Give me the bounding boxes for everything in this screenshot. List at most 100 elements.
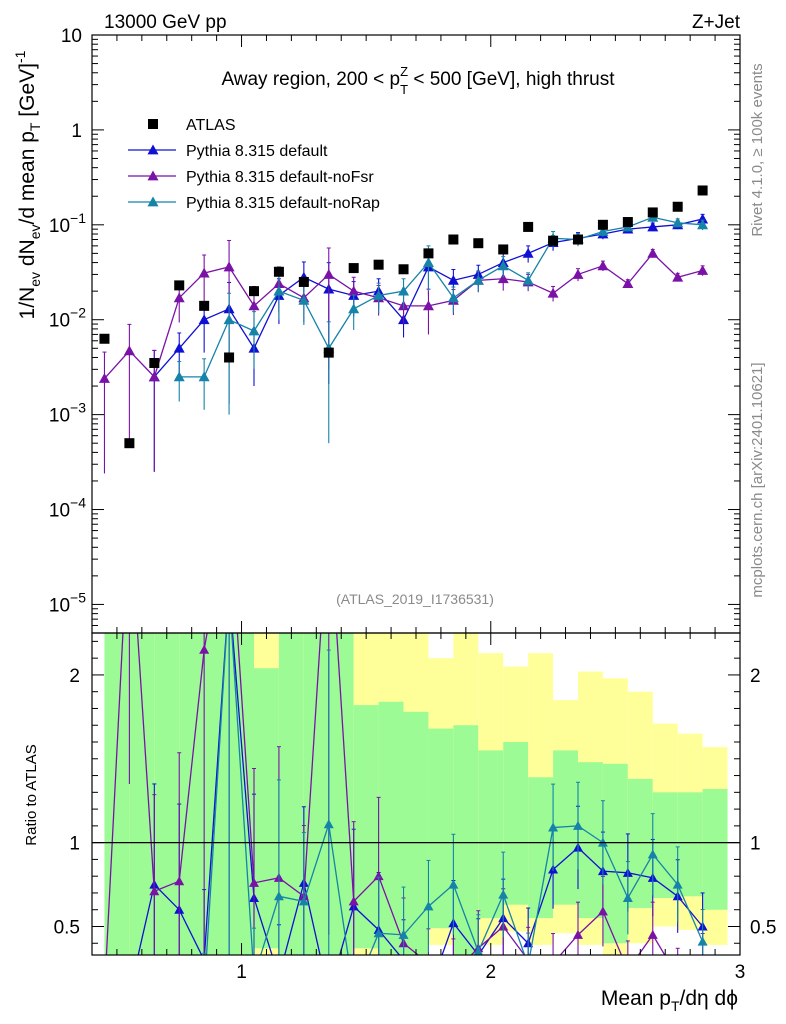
ratio-marker-1-23 — [673, 972, 683, 981]
atlas-point-5 — [224, 352, 235, 363]
ratio-marker-2-6 — [249, 972, 259, 981]
band-green-14 — [453, 725, 479, 955]
band-green-10 — [353, 705, 379, 949]
ratio-tick-label-right-0: 2 — [750, 666, 761, 687]
ratio-marker-1-21 — [623, 965, 633, 974]
atlas-point-18 — [548, 235, 559, 246]
legend-label-0: ATLAS — [186, 117, 236, 134]
analysis-label: (ATLAS_2019_I1736531) — [336, 591, 494, 607]
main-marker-2-3 — [248, 325, 260, 336]
atlas-point-22 — [647, 207, 658, 218]
ratio-marker-0-0 — [99, 989, 109, 998]
ratio-marker-1-9 — [324, 502, 334, 511]
y-tick-label-0: 10 — [61, 26, 82, 47]
main-marker-2-9 — [398, 285, 410, 296]
ratio-marker-1-19 — [573, 929, 583, 939]
ratio-marker-0-12 — [399, 955, 409, 964]
legend-marker-atlas — [148, 119, 158, 129]
y-tick-exp: −2 — [70, 305, 86, 321]
main-marker-1-5 — [223, 261, 235, 272]
main-marker-0-20 — [647, 221, 659, 232]
main-marker-1-20 — [597, 260, 609, 271]
main-marker-2-0 — [173, 371, 185, 382]
legend-item-0: ATLAS — [148, 117, 236, 134]
main-marker-2-2 — [223, 314, 235, 325]
ratio-marker-1-1 — [124, 502, 134, 511]
main-marker-1-22 — [647, 247, 659, 258]
ratio-marker-0-13 — [423, 989, 433, 998]
main-marker-0-1 — [173, 342, 185, 353]
main-marker-1-18 — [547, 287, 559, 298]
legend-item-1: Pythia 8.315 default — [128, 143, 328, 160]
ratio-marker-2-14 — [448, 879, 459, 889]
main-marker-1-3 — [173, 292, 185, 303]
legend-marker-2 — [147, 170, 159, 181]
ratio-marker-1-6 — [249, 877, 259, 887]
atlas-point-16 — [498, 244, 509, 255]
main-marker-1-0 — [98, 373, 110, 383]
chart-title: Away region, 200 < pZ T < 500 [GeV], high… — [221, 64, 615, 97]
legend-label-2: Pythia 8.315 default-noFsr — [186, 169, 374, 186]
ratio-marker-2-17 — [523, 960, 533, 969]
ratio-marker-2-3 — [174, 989, 184, 998]
atlas-point-10 — [348, 263, 359, 274]
band-green-24 — [702, 788, 728, 910]
legend-label-3: Pythia 8.315 default-noRap — [186, 195, 380, 212]
x-tick-label-2: 2 — [485, 962, 496, 983]
atlas-point-9 — [323, 347, 334, 358]
atlas-point-8 — [298, 276, 309, 287]
energy-label: 13000 GeV pp — [104, 12, 227, 33]
main-marker-1-13 — [422, 300, 434, 311]
atlas-point-14 — [448, 234, 459, 245]
y-tick-exp: −3 — [70, 400, 86, 416]
main-marker-1-24 — [697, 265, 709, 275]
main-marker-1-2 — [148, 371, 160, 382]
ratio-marker-1-17 — [523, 955, 533, 964]
band-green-23 — [677, 792, 703, 897]
y-tick-label-1: 1 — [71, 121, 82, 142]
atlas-point-7 — [273, 266, 284, 277]
x-tick-label-1: 1 — [236, 962, 247, 983]
main-marker-0-15 — [522, 247, 534, 258]
main-marker-1-23 — [672, 271, 684, 282]
y-tick-label-5: 10−4 — [49, 495, 86, 522]
atlas-point-17 — [523, 221, 534, 232]
band-green-2 — [154, 633, 180, 955]
ratio-marker-0-9 — [324, 989, 334, 998]
y-tick-base: 10 — [49, 311, 70, 332]
atlas-point-3 — [174, 280, 185, 291]
main-marker-1-6 — [248, 300, 260, 311]
ratio-marker-1-18 — [548, 958, 558, 967]
band-green-0 — [104, 633, 130, 955]
ratio-tick-label-left-2: 0.5 — [54, 917, 80, 938]
ratio-marker-2-10 — [349, 989, 359, 998]
atlas-point-21 — [622, 217, 633, 228]
ratio-marker-1-13 — [423, 958, 433, 967]
ratio-marker-1-11 — [373, 871, 384, 881]
main-marker-1-16 — [497, 273, 509, 284]
ratio-marker-0-4 — [199, 955, 209, 964]
atlas-point-15 — [473, 238, 484, 249]
ratio-marker-2-7 — [273, 891, 284, 901]
ratio-marker-1-4 — [199, 644, 210, 654]
legend-item-3: Pythia 8.315 default-noRap — [128, 195, 380, 212]
atlas-point-4 — [199, 300, 210, 311]
axis-ticks — [92, 34, 741, 955]
ratio-marker-2-16 — [498, 889, 509, 899]
main-series-2 — [173, 211, 709, 444]
band-green-20 — [602, 763, 628, 944]
y-tick-label-2: 10−1 — [49, 210, 86, 237]
main-marker-2-5 — [298, 294, 310, 305]
ratio-marker-2-12 — [398, 929, 409, 939]
y-tick-base: 10 — [49, 406, 70, 427]
ratio-marker-1-3 — [174, 876, 185, 886]
y-tick-exp: −1 — [70, 210, 86, 226]
main-marker-2-12 — [472, 274, 484, 285]
legend-marker-3 — [147, 196, 159, 207]
ratio-marker-2-4 — [199, 989, 209, 998]
y-tick-base: 10 — [49, 216, 70, 237]
band-green-13 — [428, 728, 454, 929]
ratio-marker-2-11 — [373, 928, 384, 938]
ratio-marker-2-1 — [124, 989, 134, 998]
